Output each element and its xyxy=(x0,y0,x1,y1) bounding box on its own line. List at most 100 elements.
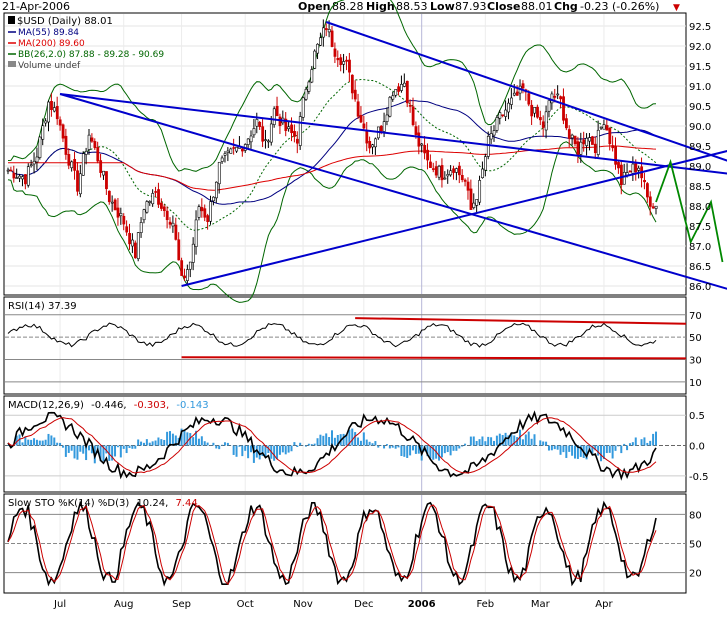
macd-histogram-bar xyxy=(47,433,50,446)
indicator-layer xyxy=(7,317,687,587)
rsi-tick-label: 70 xyxy=(689,311,702,322)
candle-body xyxy=(654,205,658,209)
candle-body xyxy=(44,120,48,124)
candle-body xyxy=(515,91,519,96)
macd-histogram-bar xyxy=(76,445,79,460)
volume-legend-swatch xyxy=(8,61,16,67)
candle-body xyxy=(484,156,487,171)
candle-body xyxy=(79,173,82,195)
macd-histogram-bar xyxy=(85,445,88,461)
candle-body xyxy=(217,161,221,185)
candle-body xyxy=(310,69,314,83)
candle-body xyxy=(32,160,36,165)
macd-histogram-bar xyxy=(125,445,128,454)
macd-histogram-bar xyxy=(59,442,62,446)
candle-body xyxy=(249,135,253,143)
candle-body xyxy=(246,138,250,145)
macd-histogram-bar xyxy=(154,440,157,446)
candle-body xyxy=(327,29,331,33)
macd-histogram-bar xyxy=(328,437,331,446)
candle-body xyxy=(576,141,580,156)
candle-body xyxy=(15,177,19,179)
rsi-tick-label: 50 xyxy=(689,333,702,344)
bb-middle-line xyxy=(7,78,657,231)
candle-body xyxy=(567,129,571,139)
candle-body xyxy=(556,93,560,96)
candle-body xyxy=(411,106,415,125)
macd-histogram-bar xyxy=(605,445,608,454)
macd-histogram-bar xyxy=(574,445,576,459)
candle-body xyxy=(96,147,100,162)
macd-histogram-bar xyxy=(646,442,649,446)
candle-body xyxy=(203,208,207,218)
macd-histogram-bar xyxy=(472,436,475,446)
macd-histogram-bar xyxy=(24,436,27,446)
candle-body xyxy=(379,125,383,132)
macd-histogram-bar xyxy=(160,439,163,446)
macd-histogram-bar xyxy=(498,433,501,446)
price-tick-label: 90.0 xyxy=(689,122,711,133)
macd-histogram-bar xyxy=(316,438,319,446)
macd-histogram-bar xyxy=(134,445,137,449)
macd-histogram-bar xyxy=(151,441,154,446)
candle-body xyxy=(353,89,357,100)
candle-body xyxy=(145,201,149,213)
axis-layer: 92.5 92.0 91.5 91.0 90.5 90.0 89.5 89.0 88.5 88.0… xyxy=(53,22,711,610)
macd-histogram-bar xyxy=(145,439,148,446)
macd-histogram-bar xyxy=(296,445,299,448)
sto-title-v2: 7.44 xyxy=(175,498,197,509)
price-tick-label: 91.0 xyxy=(689,82,711,93)
candle-body xyxy=(261,126,265,142)
macd-histogram-bar xyxy=(559,445,562,455)
macd-histogram-bar xyxy=(273,445,276,461)
candle-body xyxy=(434,166,438,176)
macd-histogram-bar xyxy=(377,445,380,448)
candle-body xyxy=(24,174,27,185)
candle-body xyxy=(26,166,30,186)
candle-body xyxy=(73,159,77,171)
candle-body xyxy=(455,168,458,173)
macd-histogram-bar xyxy=(336,434,339,446)
candle-body xyxy=(223,153,227,156)
macd-histogram-bar xyxy=(33,438,36,446)
macd-histogram-bar xyxy=(371,443,374,446)
macd-histogram-bar xyxy=(495,435,498,446)
candle-body xyxy=(267,140,270,143)
macd-histogram-bar xyxy=(400,445,403,457)
macd-histogram-bar xyxy=(284,445,287,455)
candle-body xyxy=(643,179,646,183)
macd-histogram-bar xyxy=(293,442,296,446)
macd-histogram-bar xyxy=(368,441,371,446)
candle-body xyxy=(133,242,137,258)
macd-histogram-bar xyxy=(287,445,290,453)
bb-upper-line xyxy=(7,0,657,172)
macd-histogram-bar xyxy=(99,445,102,462)
macd-histogram-bar xyxy=(264,445,267,458)
macd-histogram-bar xyxy=(579,445,582,457)
macd-histogram-bar xyxy=(643,437,646,446)
candle-body xyxy=(197,206,201,218)
macd-histogram-bar xyxy=(562,445,565,453)
macd-histogram-bar xyxy=(365,439,368,446)
month-label: Sep xyxy=(172,599,191,610)
candle-body xyxy=(52,107,56,112)
macd-histogram-bar xyxy=(556,445,559,450)
macd-histogram-bar xyxy=(111,445,114,461)
candle-body xyxy=(241,148,244,152)
macd-histogram-bar xyxy=(414,445,417,454)
candle-body xyxy=(139,222,143,233)
candle-body xyxy=(510,97,513,105)
candle-body xyxy=(235,146,239,152)
macd-histogram-bar xyxy=(461,445,464,447)
candle-body xyxy=(374,138,377,148)
candle-body xyxy=(573,135,577,145)
header-open-label: Open xyxy=(298,0,331,13)
candle-body xyxy=(55,106,59,120)
macd-histogram-bar xyxy=(481,436,484,446)
candle-body xyxy=(622,171,626,185)
header-low-label: Low xyxy=(430,0,455,13)
macd-histogram-bar xyxy=(238,445,241,447)
candle-body xyxy=(457,165,461,176)
candle-body xyxy=(174,224,178,240)
legend-bb: BB(26,2.0) 87.88 - 89.28 - 90.69 xyxy=(18,50,164,60)
